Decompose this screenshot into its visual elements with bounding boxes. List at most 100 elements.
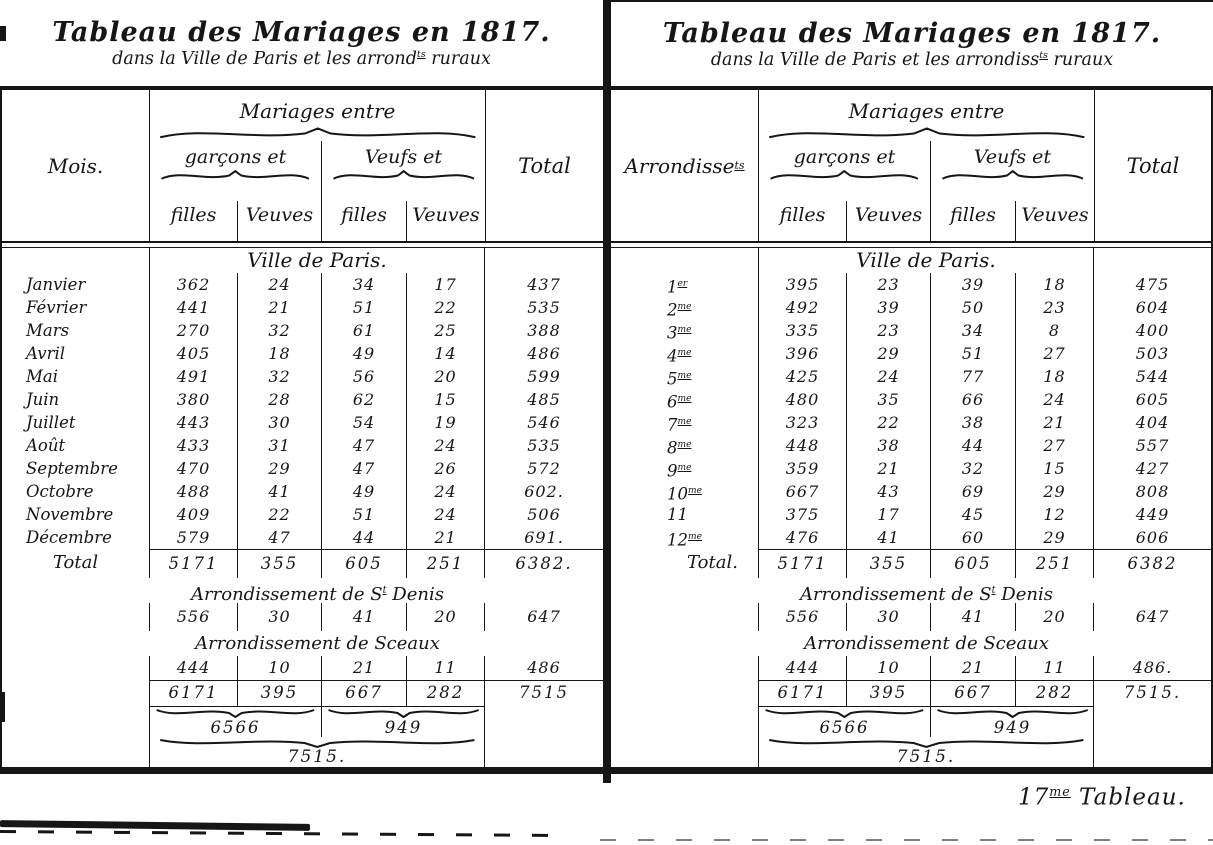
grand-total-value: 395	[238, 681, 322, 707]
subgroup-label: Veufs et	[973, 146, 1052, 168]
brace-decoration	[941, 169, 1084, 182]
spacer	[485, 631, 603, 656]
cell-value: 606	[1135, 528, 1170, 547]
cell-value: 476	[759, 526, 847, 552]
spacer	[1092, 707, 1212, 737]
cell-value: 21	[407, 526, 485, 549]
spacer	[2, 681, 150, 707]
spacer	[485, 248, 603, 273]
cell-value: 475	[1135, 275, 1170, 294]
subgroup-garcons: garçons et	[759, 141, 931, 201]
city-total-value: 6382.	[485, 549, 603, 578]
brace-decoration	[766, 737, 1087, 749]
table-row: 556 30 41 20 647	[611, 603, 1211, 631]
cell-value: 22	[407, 296, 485, 319]
cell-value: 56	[322, 365, 407, 388]
city-total-row: Total. 5171 355 605 251 6382	[611, 549, 1211, 578]
cell-value: 535	[527, 436, 561, 455]
row-label: Juin	[2, 388, 150, 411]
grand-total-value: 395	[847, 681, 931, 707]
cell-value: 443	[150, 411, 238, 434]
subgroup-label: Veufs et	[364, 146, 443, 168]
column-header-label: Veuves	[847, 201, 931, 241]
cell-value: 29	[238, 457, 322, 480]
rural-value: 10	[238, 656, 322, 681]
grand-total-value: 282	[407, 681, 485, 707]
cell-value: 41	[847, 526, 931, 552]
cell-value: 49	[322, 342, 407, 365]
cell-value: 492	[759, 296, 847, 322]
city-section-row: Ville de Paris.	[611, 248, 1211, 273]
spacer	[611, 681, 759, 707]
cell-value: 24	[407, 434, 485, 457]
column-header-label: filles	[150, 201, 238, 241]
cell-value: 32	[238, 365, 322, 388]
cell-value: 535	[527, 298, 561, 317]
cell-value: 60	[931, 526, 1016, 552]
cell-value: 21	[238, 296, 322, 319]
garcons-combined: 6566	[150, 707, 322, 737]
footnote-text: Tableau.	[1070, 784, 1186, 811]
rural-value: 11	[407, 656, 485, 681]
cell-value: 32	[238, 319, 322, 342]
table-header: Mois. Mariages entre garçons et	[2, 90, 603, 241]
rural-value: 20	[1016, 603, 1094, 631]
cell-value: 395	[759, 273, 847, 299]
table-row: 2me 492 39 50 23 604	[611, 296, 1211, 322]
cell-value: 480	[759, 388, 847, 414]
cell-value: 486	[527, 344, 561, 363]
cell-value: 41	[238, 480, 322, 503]
rural-value: 444	[150, 656, 238, 681]
row-label: Mars	[2, 319, 150, 342]
cell-value: 375	[759, 503, 847, 526]
row-label: Avril	[2, 342, 150, 365]
cell-value: 425	[759, 365, 847, 391]
column-headers: filles Veuves filles Veuves	[759, 201, 1094, 241]
table-row: Février 441 21 51 22 535	[2, 296, 603, 319]
brace-decoration	[332, 169, 475, 182]
page-footnote: 17me Tableau.	[1018, 784, 1186, 811]
veufs-combined-total: 949	[993, 718, 1032, 737]
cell-value: 667	[759, 480, 847, 506]
row-label: Août	[2, 434, 150, 457]
cell-value: 30	[238, 411, 322, 434]
cell-value: 50	[931, 296, 1016, 322]
spacer	[611, 656, 759, 681]
rural-value: 41	[931, 603, 1016, 631]
table-row: 444 10 21 11 486	[2, 656, 603, 681]
cell-value: 28	[238, 388, 322, 411]
grand-total-value: 6171	[150, 681, 238, 707]
cell-value: 18	[1016, 273, 1094, 299]
column-header-label: Veuves	[1021, 204, 1089, 226]
cell-value: 34	[931, 319, 1016, 345]
cell-value: 51	[322, 296, 407, 319]
cell-value: 20	[407, 365, 485, 388]
total-header-label: Total	[1094, 90, 1211, 241]
spacer	[1094, 631, 1211, 656]
table-row: 12me 476 41 60 29 606	[611, 526, 1211, 552]
city-section-label: Ville de Paris.	[150, 248, 485, 273]
garcons-combined: 6566	[759, 707, 931, 737]
city-rows: Janvier 362 24 34 17 437 Février 441 21 …	[2, 273, 603, 549]
cell-value: 491	[150, 365, 238, 388]
table-row: Novembre 409 22 51 24 506	[2, 503, 603, 526]
row-label: 1er	[611, 273, 759, 299]
rural-value: 647	[1135, 607, 1170, 626]
saint-denis-section: Arrondissement de St Denis 556 30 41 20 …	[611, 578, 1211, 631]
column-header-label: Veuves	[238, 201, 322, 241]
city-total-value: 5171	[759, 549, 847, 578]
table-row: Septembre 470 29 47 26 572	[2, 457, 603, 480]
table-row: Juin 380 28 62 15 485	[2, 388, 603, 411]
rural-value: 30	[238, 603, 322, 631]
cell-value: 503	[1135, 344, 1170, 363]
cell-value: 62	[322, 388, 407, 411]
row-label: Juillet	[2, 411, 150, 434]
cell-value: 14	[407, 342, 485, 365]
cell-value: 449	[1135, 505, 1170, 524]
mariages-entre-group: Mariages entre garçons et Veufs et	[759, 90, 1094, 241]
rural-value: 11	[1016, 656, 1094, 681]
rural-section-label: Arrondissement de Sceaux	[804, 633, 1049, 654]
cell-value: 21	[847, 457, 931, 483]
header-separator-rule	[611, 241, 1211, 248]
veufs-combined-total: 949	[384, 718, 423, 737]
